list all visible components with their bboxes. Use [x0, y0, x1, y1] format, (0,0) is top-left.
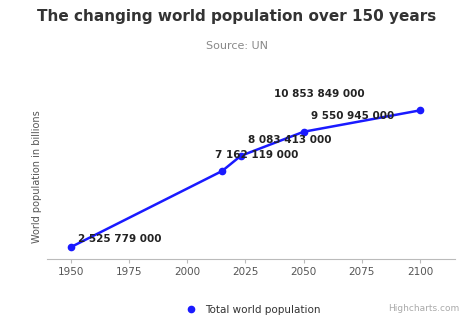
Text: 10 853 849 000: 10 853 849 000: [274, 89, 365, 99]
Y-axis label: World population in billions: World population in billions: [32, 111, 42, 243]
Text: Highcharts.com: Highcharts.com: [389, 304, 460, 313]
Text: 2 525 779 000: 2 525 779 000: [78, 234, 161, 244]
Total world population: [238, 154, 244, 158]
Line: Total world population: Total world population: [68, 107, 423, 250]
Legend: Total world population: Total world population: [177, 301, 325, 316]
Text: 7 162 119 000: 7 162 119 000: [215, 150, 299, 160]
Text: 9 550 945 000: 9 550 945 000: [310, 111, 394, 121]
Total world population: [301, 130, 307, 134]
Text: 8 083 413 000: 8 083 413 000: [248, 135, 331, 145]
Total world population: [219, 169, 225, 173]
Text: Source: UN: Source: UN: [206, 41, 268, 51]
Text: The changing world population over 150 years: The changing world population over 150 y…: [37, 9, 437, 24]
Total world population: [68, 245, 73, 249]
Total world population: [417, 108, 423, 112]
